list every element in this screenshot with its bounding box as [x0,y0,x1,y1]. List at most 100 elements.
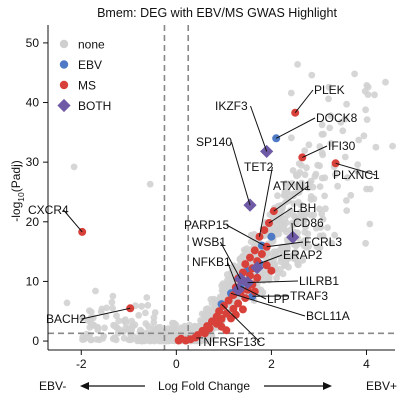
none-point [354,161,362,169]
y-tick-label: 50 [26,36,40,50]
none-point [339,127,347,135]
none-point [78,314,86,322]
leader-line [273,185,309,212]
gene-label: NFKB1 [192,255,231,269]
leader-line [294,89,314,114]
legend-marker [59,80,69,90]
none-point [109,304,116,312]
ms-point [250,287,259,296]
x-tick-label: -2 [76,357,87,371]
none-point [294,61,301,68]
gene-label: TRAF3 [290,289,328,303]
legend-label: none [78,38,105,52]
none-point [301,211,308,219]
none-point [111,322,118,330]
none-point [141,334,149,342]
none-point [228,277,235,285]
none-point [362,239,369,247]
gene-label: LBH [293,201,316,215]
leader-line [63,209,83,233]
none-point [95,336,103,344]
leader-line [81,307,131,320]
x-axis-left-label: EBV- [39,379,66,393]
none-point [290,255,298,262]
legend-marker [57,98,71,113]
x-axis-label: Log Fold Change [158,379,250,393]
gene-label: FCRL3 [304,235,342,249]
none-point [150,319,158,326]
none-point [294,189,302,197]
none-point [307,196,315,203]
y-tick-label: 30 [26,155,40,169]
none-point [288,134,295,142]
gene-label: LPP [267,292,290,306]
none-point [319,215,327,223]
gene-label: BCL11A [306,309,350,323]
gene-label: ERAP2 [283,248,323,262]
none-point [343,197,350,204]
leader-line [268,207,293,224]
none-point [308,71,316,79]
none-point [280,221,288,229]
ms-point [257,250,266,258]
none-point [169,337,177,344]
gene-label: WSB1 [192,235,226,249]
none-point [208,299,216,307]
none-point [156,323,164,331]
none-point [115,317,123,325]
none-point [292,217,300,225]
right-arrow [264,382,332,390]
none-point [355,136,363,144]
ms-point [224,296,233,305]
none-point [292,171,300,179]
none-point [135,311,143,319]
leader-line [335,162,376,176]
x-axis-right-label: EBV+ [366,379,397,393]
none-point [147,335,154,343]
gene-label: CXCR4 [28,203,69,217]
none-point [298,179,305,187]
none-point [347,191,355,199]
ms-point [234,299,243,308]
none-point [312,224,320,232]
y-tick-label: 20 [26,215,40,229]
y-axis-label: -log10(Padj) [9,160,26,222]
gene-label: SP140 [196,135,232,149]
none-point [288,180,296,187]
none-point [305,141,313,149]
none-point [326,124,334,132]
leader-line [302,145,328,158]
ms-point [267,266,276,275]
none-point [142,309,149,317]
leader-line [259,254,283,264]
none-point [298,162,305,169]
gene-label: ATXN1 [273,179,311,193]
none-point [299,257,307,264]
ms-point [222,326,231,335]
none-point [142,320,150,327]
leader-line [259,166,273,237]
none-point [279,270,287,278]
none-point [219,289,227,297]
ms-point [262,261,271,270]
none-point [282,188,290,196]
none-point [343,100,350,108]
none-point [382,78,389,86]
left-arrow [80,382,145,390]
y-tick-label: 40 [26,96,40,110]
none-point [360,132,368,140]
leader-line [291,222,294,238]
chart-title: Bmem: DEG with EBV/MS GWAS Highlight [97,6,337,20]
none-point [125,336,133,344]
none-point [201,313,209,320]
none-point [320,130,327,138]
none-point [319,151,327,159]
x-tick-label: 0 [173,357,180,371]
none-point [170,319,178,327]
ms-point [200,329,209,338]
none-point [287,207,294,215]
none-point [143,294,151,301]
none-point [303,164,310,172]
